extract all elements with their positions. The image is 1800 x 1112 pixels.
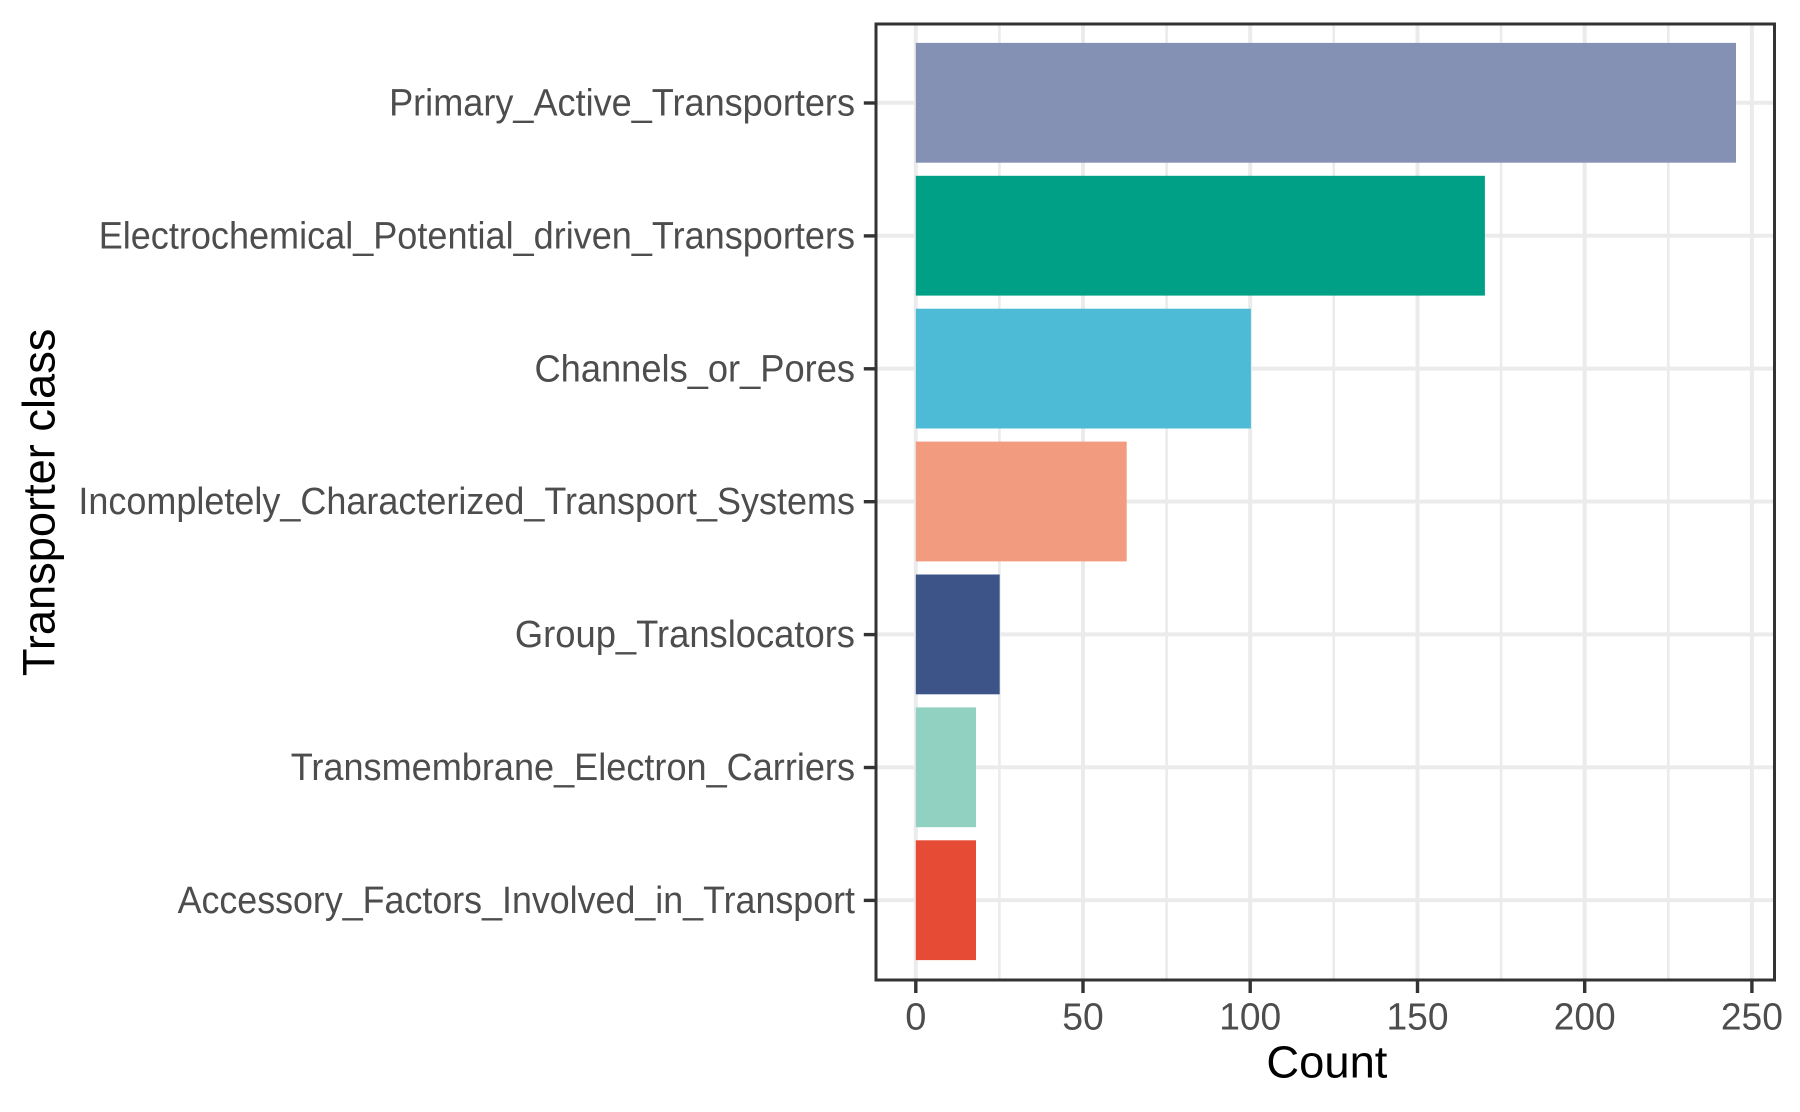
svg-text:Transporter class: Transporter class [14,329,65,676]
svg-text:Accessory_Factors_Involved_in_: Accessory_Factors_Involved_in_Transport [178,880,856,922]
svg-text:Channels_or_Pores: Channels_or_Pores [535,348,856,390]
svg-text:Count: Count [1266,1037,1387,1088]
svg-text:200: 200 [1554,997,1616,1039]
svg-text:Incompletely_Characterized_Tra: Incompletely_Characterized_Transport_Sys… [78,481,855,523]
svg-text:Group_Translocators: Group_Translocators [515,614,855,656]
svg-text:250: 250 [1721,997,1783,1039]
svg-text:Primary_Active_Transporters: Primary_Active_Transporters [389,83,855,125]
svg-text:50: 50 [1062,997,1104,1039]
svg-text:0: 0 [905,997,926,1039]
svg-text:150: 150 [1387,997,1449,1039]
svg-text:100: 100 [1219,997,1281,1039]
svg-text:Transmembrane_Electron_Carrier: Transmembrane_Electron_Carriers [291,747,855,789]
svg-text:Electrochemical_Potential_driv: Electrochemical_Potential_driven_Transpo… [99,215,855,257]
